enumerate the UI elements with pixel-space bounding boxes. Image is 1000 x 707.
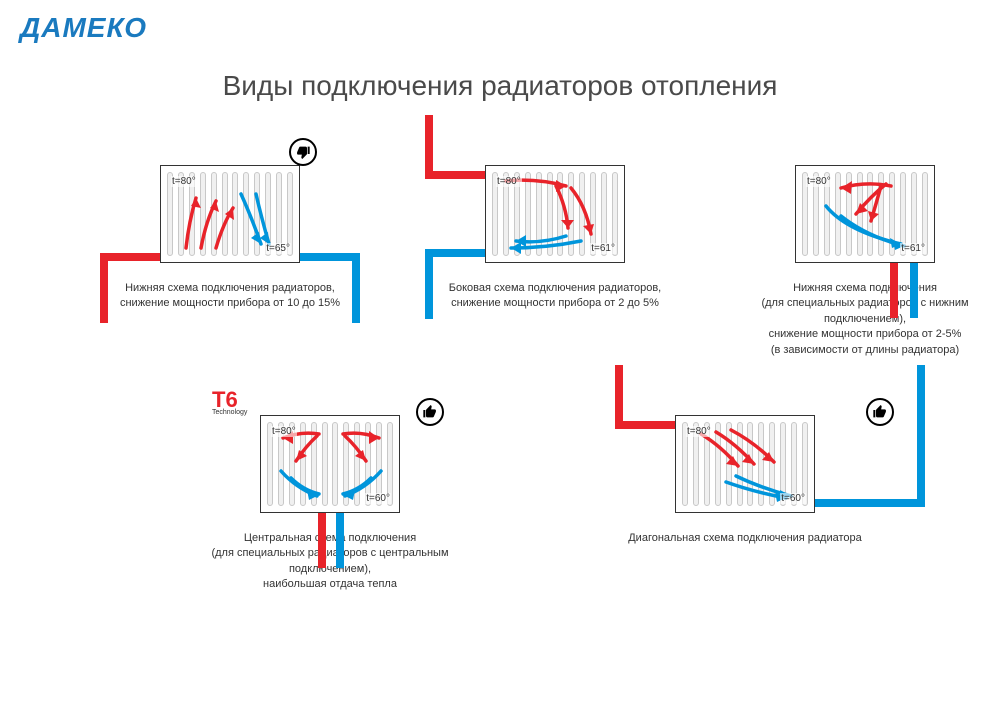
pipe-hot xyxy=(615,365,623,429)
diagram-caption: Боковая схема подключения радиаторов,сни… xyxy=(430,281,680,312)
diagram-caption: Диагональная схема подключения радиатора xyxy=(620,531,870,546)
diagram-central-scheme: T6Technology t=80° t=60° Центральная схе… xyxy=(205,415,455,593)
temp-out-label: t=60° xyxy=(780,493,806,504)
temp-in-label: t=80° xyxy=(271,426,297,437)
radiator: t=80° t=60° xyxy=(675,415,815,513)
pipe-cold xyxy=(352,253,360,323)
pipe-cold xyxy=(917,365,925,507)
temp-out-label: t=65° xyxy=(265,243,291,254)
radiator: t=80° t=60° xyxy=(260,415,400,513)
pipe-cold xyxy=(910,263,918,318)
diagram-bottom-scheme: t=80° t=65° Нижняя схема подключения рад… xyxy=(105,165,355,312)
pipe-hot xyxy=(100,253,108,323)
temp-in-label: t=80° xyxy=(171,176,197,187)
diagram-bottom-special-scheme: t=80° t=61° Нижняя схема подключения(для… xyxy=(740,165,990,358)
thumbs-up-icon xyxy=(416,398,444,426)
diagram-side-scheme: t=80° t=61° Боковая схема подключения ра… xyxy=(430,165,680,312)
pipe-hot xyxy=(425,115,433,179)
pipe-cold xyxy=(815,499,925,507)
thumbs-down-icon xyxy=(289,138,317,166)
pipe-cold xyxy=(425,249,485,257)
pipe-hot xyxy=(425,171,485,179)
page-title: Виды подключения радиаторов отопления xyxy=(0,70,1000,102)
diagram-caption: Нижняя схема подключения(для специальных… xyxy=(740,281,990,358)
pipe-cold xyxy=(336,513,344,568)
temp-out-label: t=61° xyxy=(590,243,616,254)
pipe-hot xyxy=(890,263,898,318)
radiator: t=80° t=61° xyxy=(485,165,625,263)
temp-in-label: t=80° xyxy=(496,176,522,187)
pipe-cold xyxy=(300,253,360,261)
diagram-caption: Центральная схема подключения(для специа… xyxy=(205,531,455,593)
temp-out-label: t=61° xyxy=(900,243,926,254)
temp-in-label: t=80° xyxy=(686,426,712,437)
radiator: t=80° t=61° xyxy=(795,165,935,263)
radiator: t=80° t=65° xyxy=(160,165,300,263)
pipe-hot xyxy=(615,421,675,429)
t6-logo: T6Technology xyxy=(212,387,247,416)
pipe-cold xyxy=(425,249,433,319)
brand-logo: ДАМЕКО xyxy=(20,12,147,44)
temp-in-label: t=80° xyxy=(806,176,832,187)
thumbs-up-icon xyxy=(866,398,894,426)
diagram-caption: Нижняя схема подключения радиаторов,сниж… xyxy=(105,281,355,312)
temp-out-label: t=60° xyxy=(365,493,391,504)
diagram-diagonal-scheme: t=80° t=60° Диагональная схема подключен… xyxy=(620,415,870,546)
pipe-hot xyxy=(318,513,326,568)
pipe-hot xyxy=(100,253,160,261)
